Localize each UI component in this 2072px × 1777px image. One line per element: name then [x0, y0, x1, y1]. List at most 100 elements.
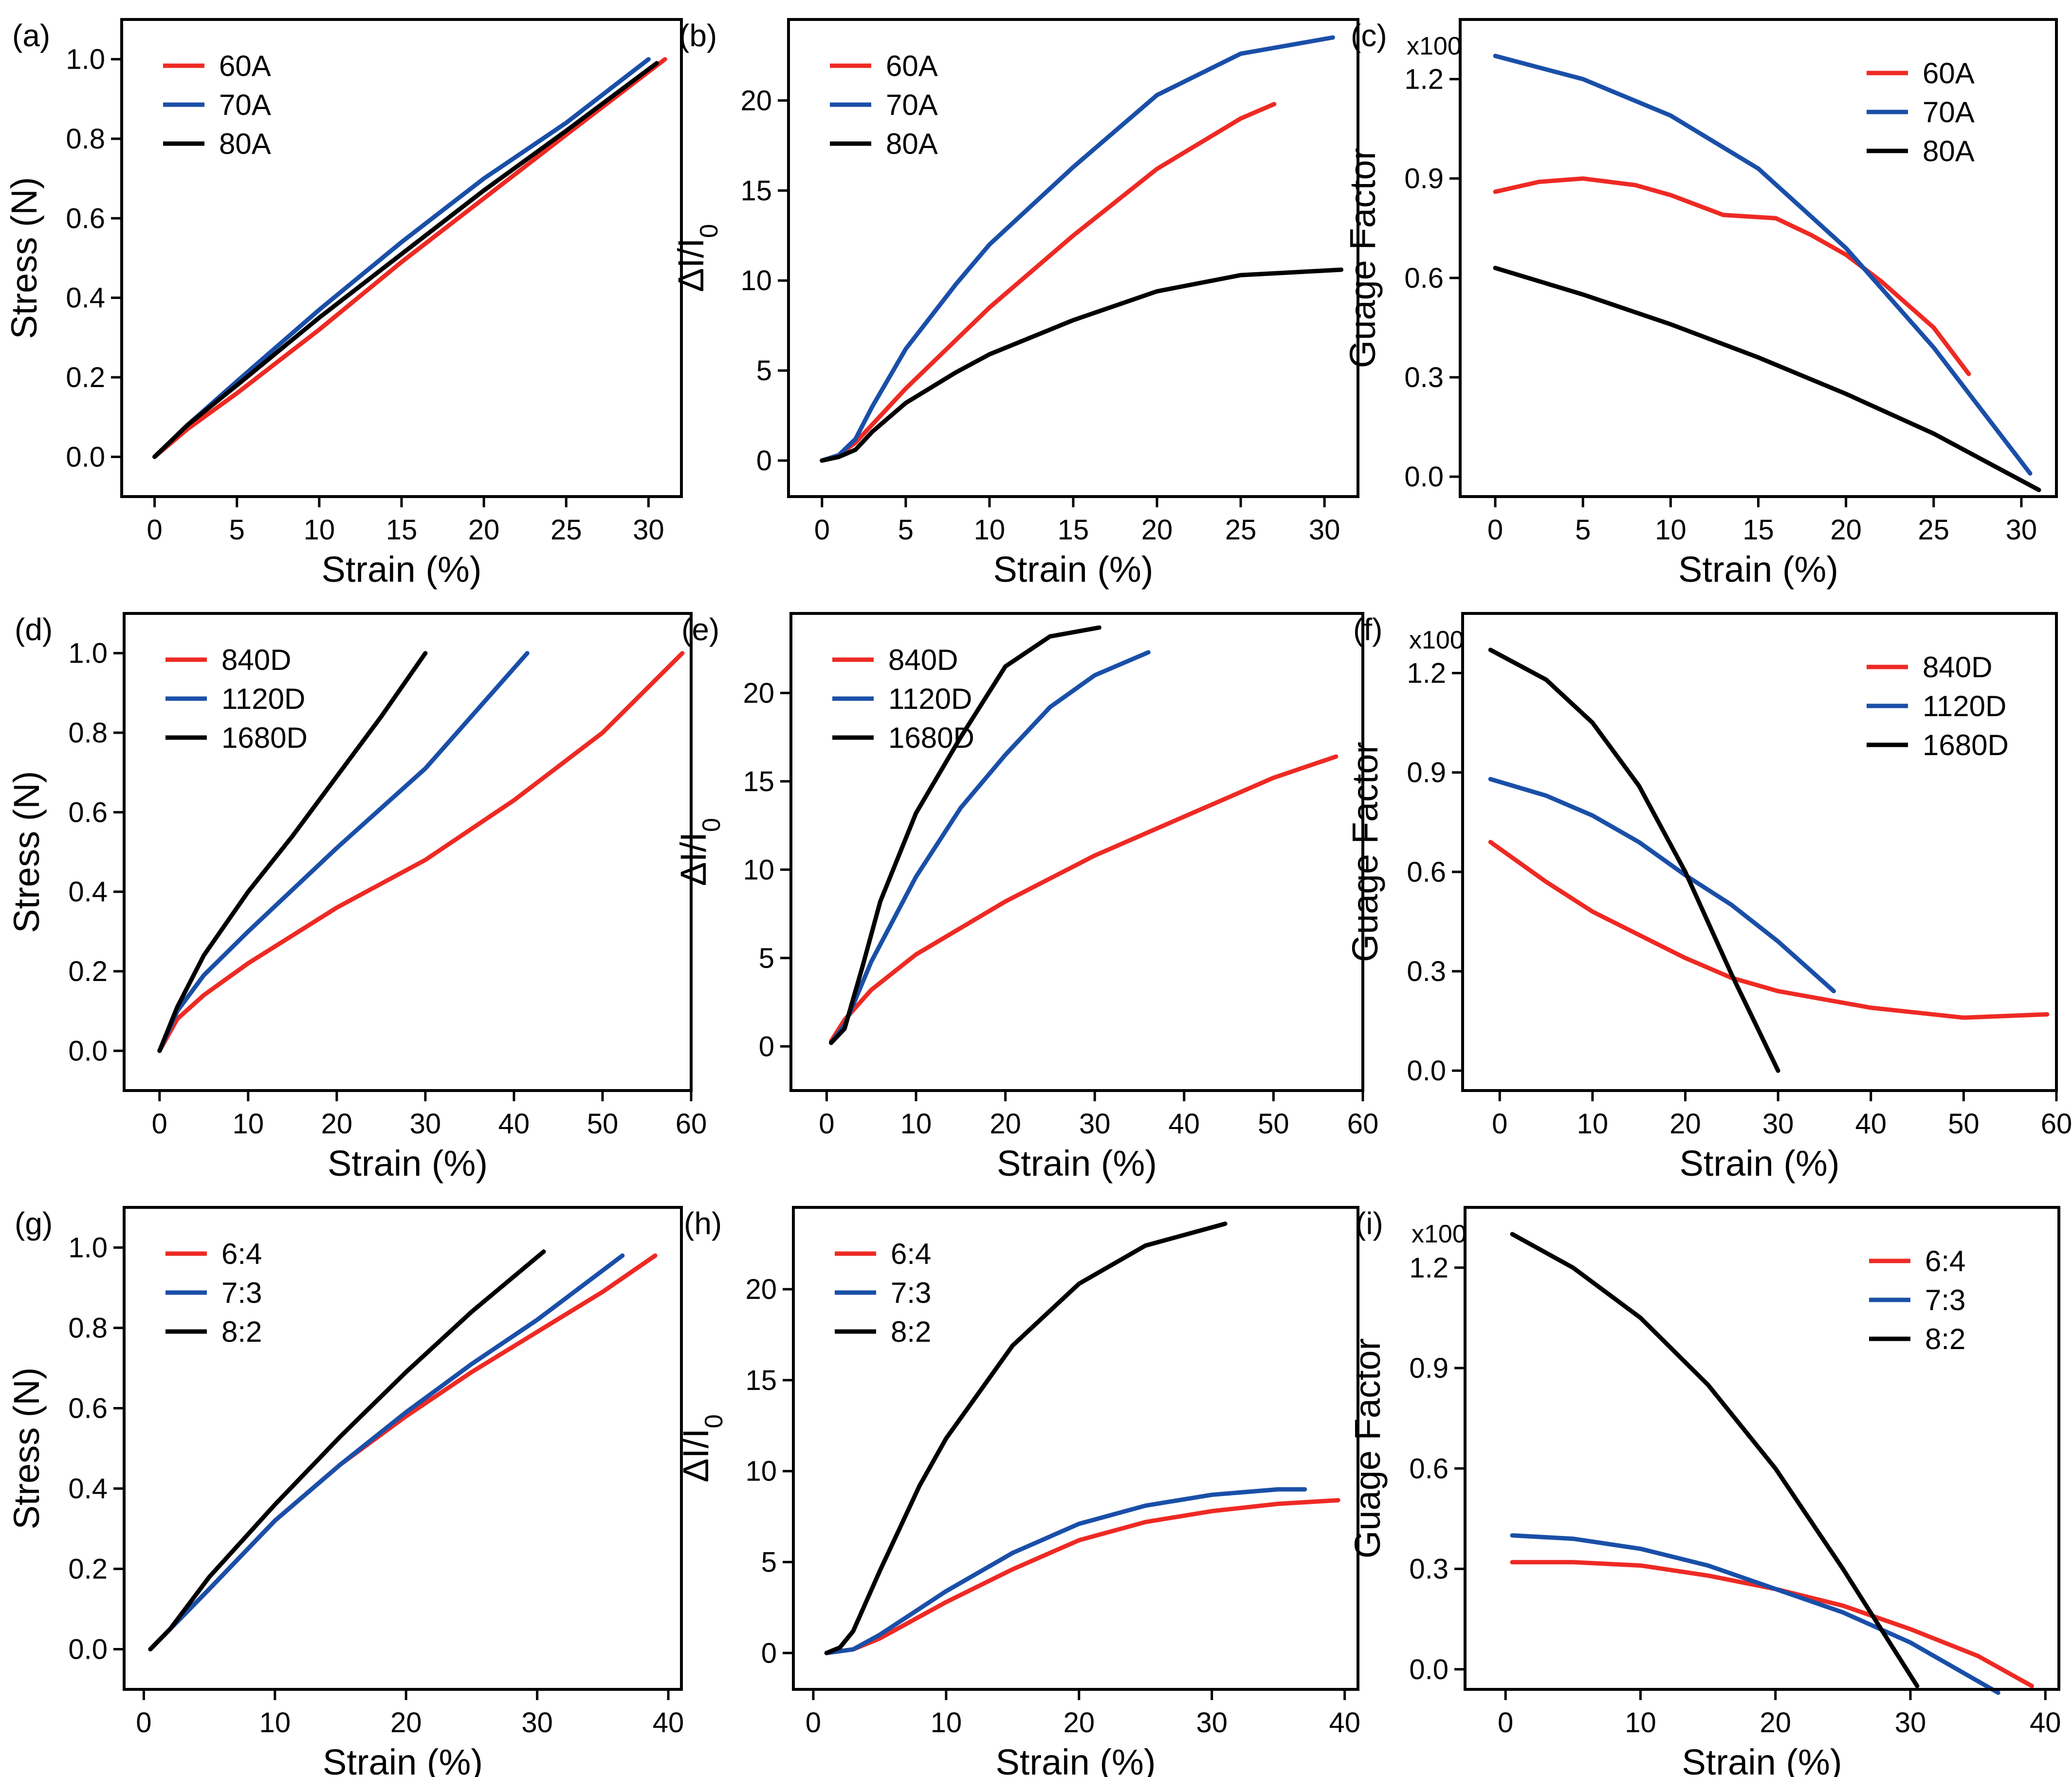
chart-panel: 0 10 20 30 40 0.0 0.3 0.6 0.9 1.2 Strain (%) Guage … — [1347, 1206, 2061, 1777]
x-tick-label: 30 — [1079, 1108, 1111, 1140]
y-tick-label: 0 — [756, 445, 772, 477]
plot-frame — [123, 1206, 683, 1691]
legend-label: 80A — [1923, 135, 1975, 167]
legend-label: 7:3 — [1925, 1284, 1965, 1316]
series-line — [829, 625, 1101, 1045]
x-tick-label: 40 — [653, 1707, 684, 1739]
y-tick-label: 0.9 — [1409, 1352, 1449, 1384]
y-tick-label: 0.9 — [1404, 163, 1444, 195]
legend-label: 60A — [886, 50, 938, 82]
y-tick-label: 0.0 — [1407, 1055, 1446, 1087]
legend-label: 7:3 — [221, 1277, 262, 1309]
y-tick-label: 0.6 — [1404, 262, 1444, 294]
y-tick-label: 0.2 — [68, 1554, 108, 1585]
series-line — [1510, 1533, 2000, 1695]
y-scale-label: x100 — [1412, 1220, 1467, 1248]
x-tick-label: 5 — [229, 514, 245, 546]
x-axis-label: Strain (%) — [996, 1742, 1156, 1777]
y-tick-label: 20 — [745, 1274, 777, 1305]
y-tick-label: 0.4 — [66, 282, 105, 314]
y-tick-label: 5 — [761, 1546, 777, 1578]
series-line — [1493, 265, 2041, 492]
plot-frame — [123, 612, 693, 1092]
y-tick-label: 1.2 — [1407, 658, 1446, 689]
series-line — [829, 754, 1339, 1043]
y-scale-label: x100 — [1407, 32, 1462, 60]
x-tick-label: 40 — [1855, 1108, 1887, 1140]
y-axis-label: Guage Factor — [1342, 148, 1383, 368]
x-tick-label: 20 — [990, 1108, 1021, 1140]
x-tick-label: 0 — [152, 1108, 167, 1140]
x-tick-label: 20 — [1064, 1707, 1095, 1739]
x-axis-label: Strain (%) — [322, 549, 482, 590]
y-tick-label: 0.0 — [1404, 461, 1444, 493]
x-tick-label: 0 — [1487, 514, 1503, 546]
series-line — [152, 57, 667, 459]
x-tick-label: 15 — [386, 514, 418, 546]
series-line — [1493, 176, 1971, 376]
x-tick-label: 20 — [321, 1108, 353, 1140]
y-tick-label: 0.2 — [68, 956, 108, 987]
series-line — [148, 1249, 546, 1651]
y-tick-label: 0.6 — [1407, 856, 1446, 888]
x-tick-label: 30 — [1895, 1707, 1926, 1739]
series-line — [157, 651, 685, 1053]
legend-label: 1120D — [888, 683, 972, 715]
y-tick-label: 1.0 — [66, 44, 105, 75]
y-tick-label: 20 — [743, 677, 774, 709]
x-tick-label: 10 — [233, 1108, 264, 1140]
legend-label: 60A — [219, 50, 271, 82]
x-tick-label: 30 — [410, 1108, 441, 1140]
y-tick-label: 0.3 — [1407, 956, 1446, 987]
plot-frame — [1464, 1206, 2060, 1691]
x-tick-label: 25 — [1225, 514, 1257, 546]
x-tick-label: 20 — [390, 1707, 422, 1739]
x-tick-label: 10 — [900, 1108, 932, 1140]
y-axis-label: ΔI/I0 — [673, 818, 726, 886]
chart-panel: 0 5 10 15 20 25 30 0.0 0.2 0.4 0.6 0.8 1.0 Strain (%)… — [4, 18, 683, 590]
legend-label: 80A — [219, 128, 271, 160]
legend-label: 6:4 — [221, 1238, 262, 1270]
x-axis-label: Strain (%) — [323, 1742, 483, 1777]
y-tick-label: 0.4 — [68, 876, 108, 908]
legend-label: 1680D — [1923, 729, 2009, 761]
panel-label: (d) — [15, 612, 53, 647]
y-tick-label: 0.6 — [1409, 1453, 1449, 1484]
chart-panel: 0 10 20 30 40 50 60 0.0 0.3 0.6 0.9 1.2 Strain (%) Gu… — [1345, 612, 2072, 1184]
series-line — [148, 1253, 625, 1651]
x-tick-label: 20 — [1141, 514, 1173, 546]
chart-panel: 0 10 20 30 40 0.0 0.2 0.4 0.6 0.8 1.0 Strain (%) Str… — [6, 1206, 684, 1777]
series-line — [152, 61, 659, 459]
x-tick-label: 0 — [136, 1707, 151, 1739]
panel-label: (f) — [1353, 612, 1382, 647]
x-tick-label: 20 — [468, 514, 500, 546]
series-line — [824, 1487, 1307, 1655]
legend-label: 840D — [888, 644, 958, 676]
x-axis-label: Strain (%) — [328, 1143, 488, 1184]
series-line — [1488, 840, 2050, 1020]
y-tick-label: 15 — [743, 766, 774, 797]
y-tick-label: 20 — [740, 85, 772, 116]
x-tick-label: 10 — [259, 1707, 291, 1739]
panel-label: (i) — [1356, 1206, 1383, 1241]
series-line — [820, 267, 1344, 463]
x-tick-label: 10 — [1625, 1707, 1656, 1739]
y-tick-label: 0.8 — [66, 123, 105, 155]
x-tick-label: 30 — [1762, 1108, 1794, 1140]
chart-panel: 0 5 10 15 20 25 30 0.0 0.3 0.6 0.9 1.2 Strain (%) Gua… — [1342, 18, 2058, 590]
panel-label: (e) — [681, 612, 719, 647]
x-tick-label: 0 — [1498, 1707, 1513, 1739]
legend-label: 1120D — [1923, 690, 2006, 722]
y-axis-label: ΔI/I0 — [671, 224, 723, 292]
legend-label: 840D — [221, 644, 291, 676]
plot-frame — [792, 1206, 1359, 1691]
y-axis-label: Guage Factor — [1345, 742, 1385, 962]
legend-label: 1680D — [221, 722, 308, 754]
series-line — [157, 651, 428, 1053]
y-axis-label: ΔI/I0 — [676, 1414, 728, 1482]
x-tick-label: 25 — [1918, 514, 1950, 546]
x-tick-label: 20 — [1760, 1707, 1791, 1739]
x-tick-label: 50 — [1948, 1108, 1980, 1140]
x-tick-label: 15 — [1742, 514, 1774, 546]
